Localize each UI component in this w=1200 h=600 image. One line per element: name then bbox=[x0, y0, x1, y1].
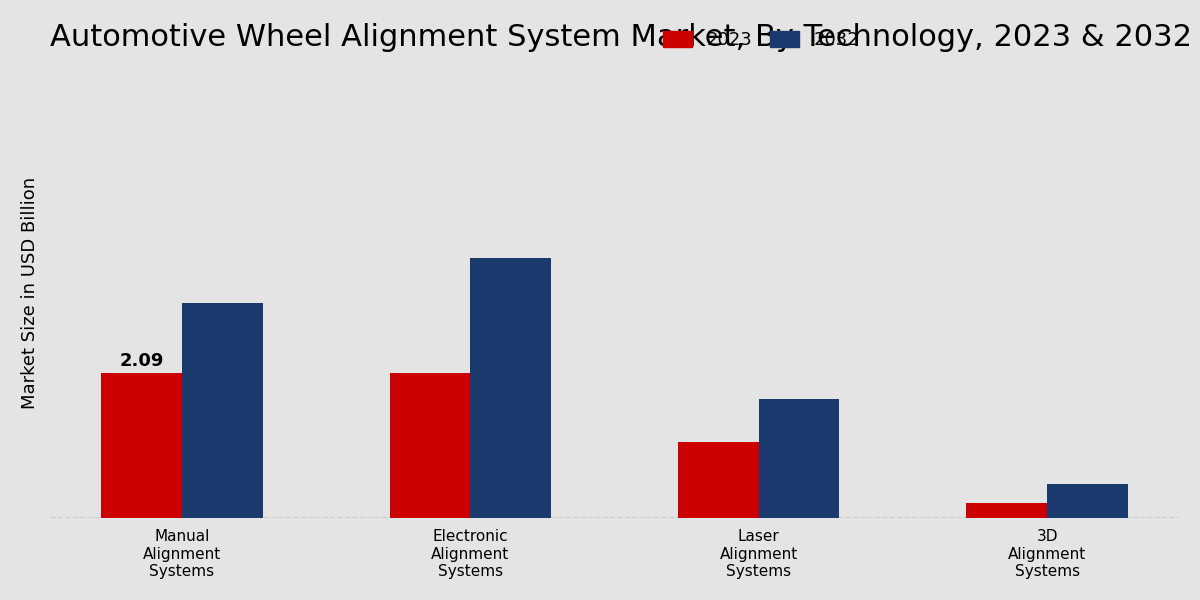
Text: 2.09: 2.09 bbox=[120, 352, 164, 370]
Legend: 2023, 2032: 2023, 2032 bbox=[654, 22, 869, 58]
Bar bbox=[966, 503, 1048, 518]
Bar bbox=[758, 399, 840, 518]
Bar bbox=[101, 373, 182, 518]
Bar bbox=[182, 303, 263, 518]
Y-axis label: Market Size in USD Billion: Market Size in USD Billion bbox=[20, 176, 38, 409]
Bar bbox=[678, 442, 758, 518]
Text: Automotive Wheel Alignment System Market, By Technology, 2023 & 2032: Automotive Wheel Alignment System Market… bbox=[50, 23, 1192, 52]
Bar bbox=[390, 373, 470, 518]
Bar bbox=[1048, 484, 1128, 518]
Bar bbox=[470, 258, 551, 518]
